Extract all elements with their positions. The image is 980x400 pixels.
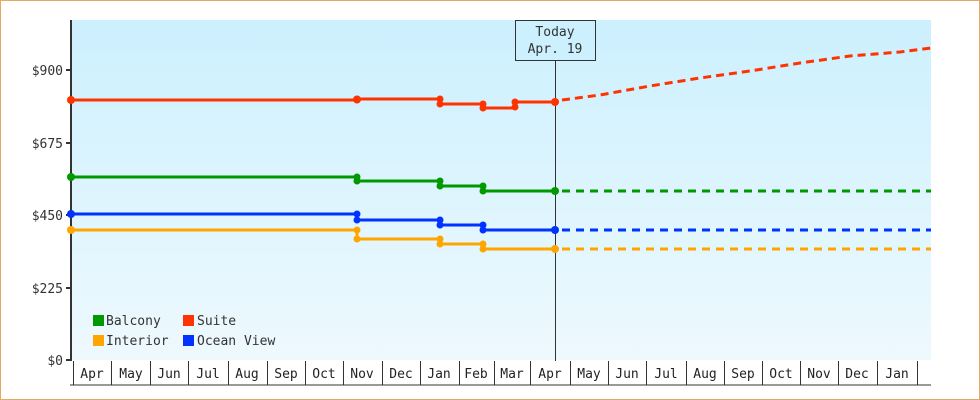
y-label-0: $0 [47,354,63,369]
x-label-may-2: May [577,367,601,382]
y-label-900: $900 [32,64,63,79]
today-label: Today [535,25,574,40]
x-label-dec: Dec [389,367,412,382]
x-label-feb: Feb [464,367,488,382]
x-label-jun-2: Jun [615,367,638,382]
series-suite [67,46,932,112]
x-label-nov-2: Nov [807,367,831,382]
x-label-jan: Jan [427,367,450,382]
x-label-sep: Sep [274,367,298,382]
x-label-jan-2: Jan [885,367,908,382]
today-date: Apr. 19 [528,42,583,57]
x-label-oct: Oct [312,367,335,382]
x-label-sep-2: Sep [731,367,755,382]
legend-swatch-suite [183,315,194,326]
series-ocean-view [67,210,931,234]
series-interior [67,226,931,253]
legend-label-ocean-view: Ocean View [197,334,275,349]
x-label-jul: Jul [196,367,219,382]
x-label-jun: Jun [157,367,180,382]
legend-label-balcony: Balcony [106,314,161,329]
x-label-apr: Apr [80,367,104,382]
legend-swatch-balcony [93,315,104,326]
x-label-apr-2: Apr [538,367,562,382]
today-label-box [515,20,596,61]
series-balcony [67,173,931,195]
x-label-aug-2: Aug [693,367,716,382]
x-label-may: May [119,367,143,382]
x-axis: Apr May Jun Jul Aug Sep Oct Nov Dec Jan … [70,361,931,386]
y-label-450: $450 [32,209,63,224]
y-label-675: $675 [32,137,63,152]
x-label-oct-2: Oct [769,367,792,382]
legend-label-interior: Interior [106,334,169,349]
x-label-jul-2: Jul [654,367,677,382]
x-label-nov: Nov [350,367,374,382]
x-label-dec-2: Dec [845,367,868,382]
y-label-225: $225 [32,282,63,297]
x-label-mar: Mar [500,367,524,382]
x-label-aug: Aug [235,367,258,382]
legend-swatch-interior [93,335,104,346]
legend: Balcony Suite Interior Ocean View [93,314,275,349]
legend-label-suite: Suite [197,314,236,329]
legend-swatch-ocean-view [183,335,194,346]
